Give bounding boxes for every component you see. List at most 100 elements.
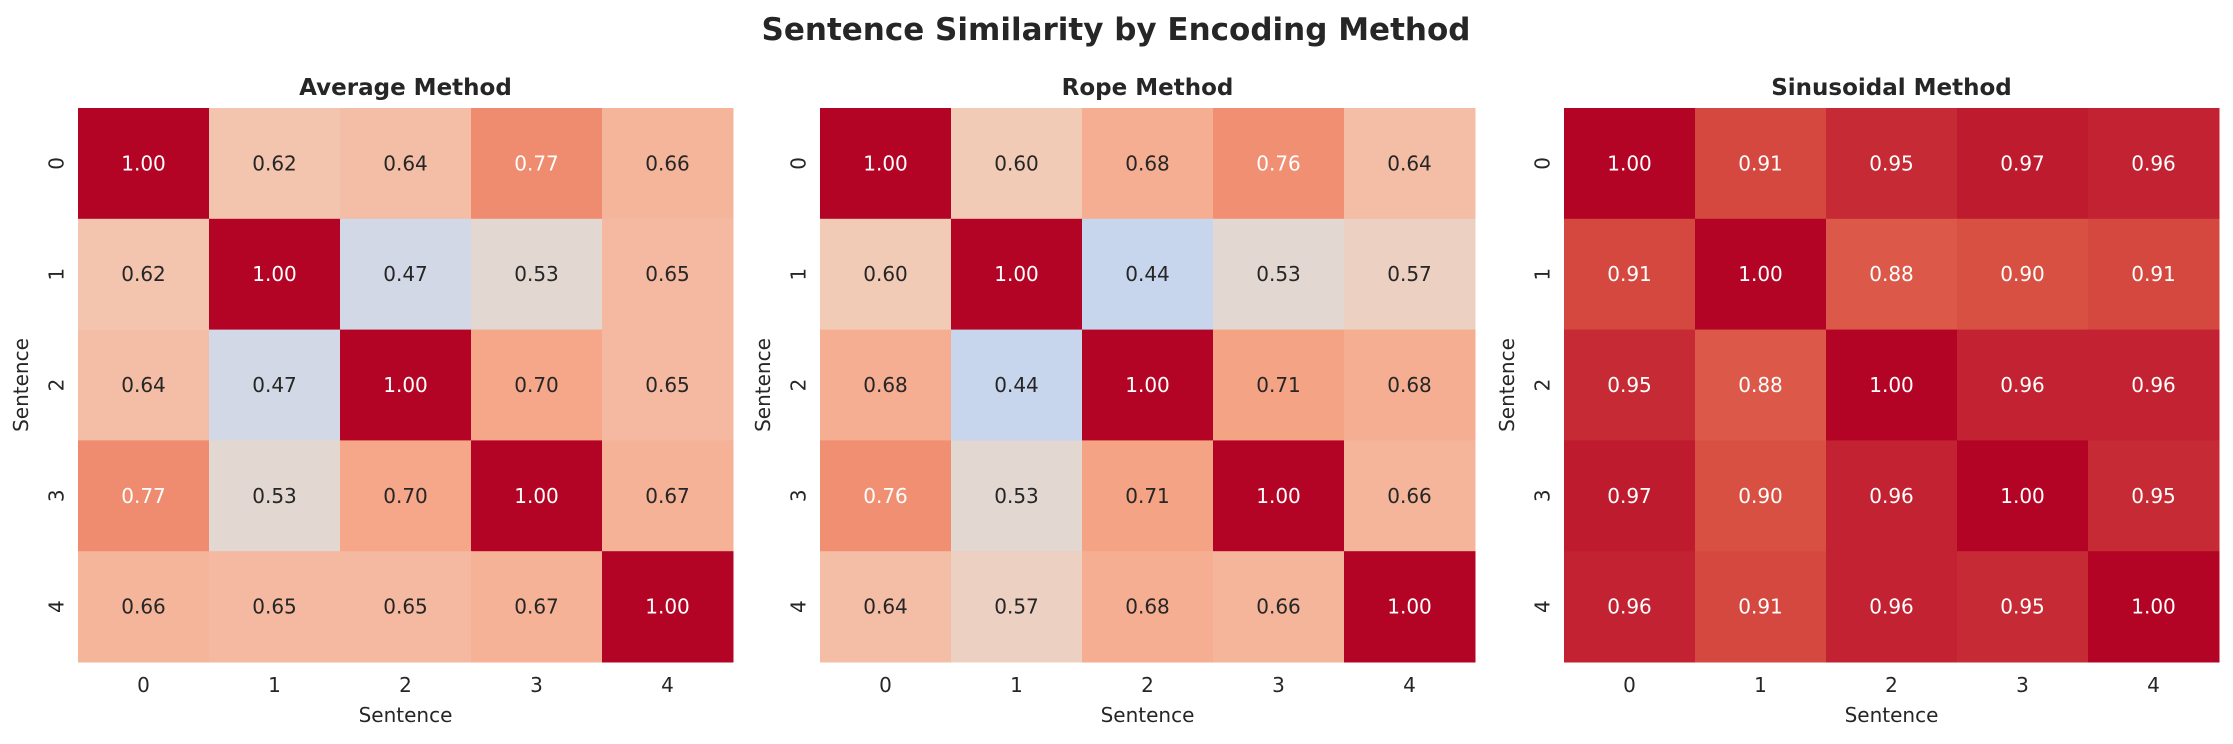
cell-annotation: 0.53 bbox=[1256, 262, 1301, 286]
heatmap-cell bbox=[820, 218, 952, 331]
cell-annotation: 0.66 bbox=[1256, 595, 1301, 619]
figure-title: Sentence Similarity by Encoding Method bbox=[762, 12, 1471, 48]
x-tick-label: 1 bbox=[268, 673, 281, 697]
heatmap-cell bbox=[78, 108, 210, 220]
heatmap-panel-1: Rope Method 1.00 0.60 0.68 0.76 0.64 0.60 1.00 0… bbox=[751, 75, 1476, 727]
cell-annotation: 0.97 bbox=[1607, 484, 1652, 508]
cell-annotation: 0.91 bbox=[1738, 595, 1783, 619]
cell-annotation: 0.66 bbox=[645, 151, 690, 175]
heatmap-cell bbox=[820, 551, 952, 663]
y-tick-label: 3 bbox=[45, 489, 69, 502]
x-tick-label: 0 bbox=[1623, 673, 1636, 697]
heatmap-cell bbox=[1082, 218, 1214, 331]
cell-annotation: 1.00 bbox=[994, 262, 1039, 286]
y-tick-label: 2 bbox=[1531, 379, 1555, 392]
cell-annotation: 1.00 bbox=[863, 151, 908, 175]
cell-annotation: 0.65 bbox=[645, 262, 690, 286]
heatmap-cell bbox=[340, 108, 472, 220]
cell-annotation: 0.53 bbox=[252, 484, 297, 508]
cell-annotation: 0.95 bbox=[2131, 484, 2176, 508]
heatmap-cell bbox=[1213, 440, 1345, 552]
subplot-title: Sinusoidal Method bbox=[1771, 75, 2012, 101]
heatmap-cell bbox=[1213, 218, 1345, 331]
cell-annotation: 1.00 bbox=[2131, 595, 2176, 619]
cell-annotation: 0.65 bbox=[645, 373, 690, 397]
cell-annotation: 1.00 bbox=[383, 373, 428, 397]
heatmap-cell bbox=[1826, 329, 1958, 441]
heatmap-cell bbox=[1826, 551, 1958, 663]
heatmap-cell bbox=[471, 108, 603, 220]
heatmap-panel-2: Sinusoidal Method 1.00 0.91 0.95 0.97 0.96 0.9… bbox=[1495, 75, 2220, 727]
heatmap-cell bbox=[209, 440, 341, 552]
y-axis-label: Sentence bbox=[9, 338, 33, 432]
heatmap-cell bbox=[209, 108, 341, 220]
x-tick-label: 4 bbox=[2147, 673, 2160, 697]
heatmap-cell bbox=[471, 440, 603, 552]
y-tick-label: 0 bbox=[1531, 157, 1555, 170]
heatmap-cell bbox=[602, 440, 734, 552]
heatmap-cell bbox=[820, 329, 952, 441]
heatmap-cell bbox=[1344, 108, 1476, 220]
heatmap-cell bbox=[1957, 440, 2089, 552]
subplot-title: Rope Method bbox=[1062, 75, 1234, 101]
heatmap-cell bbox=[1213, 551, 1345, 663]
heatmap-cell bbox=[1564, 440, 1696, 552]
cell-annotation: 0.47 bbox=[383, 262, 428, 286]
heatmap-cell bbox=[209, 329, 341, 441]
heatmap-cell bbox=[1826, 440, 1958, 552]
cell-annotation: 0.62 bbox=[121, 262, 166, 286]
cell-annotation: 0.96 bbox=[2000, 373, 2045, 397]
heatmap-cell bbox=[602, 329, 734, 441]
cell-annotation: 0.64 bbox=[383, 151, 428, 175]
y-tick-label: 2 bbox=[45, 379, 69, 392]
cell-annotation: 0.90 bbox=[1738, 484, 1783, 508]
x-tick-label: 0 bbox=[137, 673, 150, 697]
y-tick-label: 2 bbox=[787, 379, 811, 392]
cell-annotation: 0.70 bbox=[514, 373, 559, 397]
x-tick-label: 4 bbox=[1403, 673, 1416, 697]
cell-annotation: 0.71 bbox=[1256, 373, 1301, 397]
x-axis-label: Sentence bbox=[1845, 703, 1939, 727]
heatmap-cell bbox=[602, 551, 734, 663]
heatmap-cell bbox=[1957, 551, 2089, 663]
x-tick-label: 3 bbox=[1272, 673, 1285, 697]
y-tick-label: 3 bbox=[787, 489, 811, 502]
heatmap-cell bbox=[951, 108, 1083, 220]
cell-annotation: 0.96 bbox=[2131, 151, 2176, 175]
cell-annotation: 0.66 bbox=[121, 595, 166, 619]
heatmap-cell bbox=[1564, 329, 1696, 441]
cell-annotation: 0.67 bbox=[645, 484, 690, 508]
x-tick-label: 0 bbox=[879, 673, 892, 697]
y-axis-label: Sentence bbox=[751, 338, 775, 432]
heatmap-cell bbox=[1695, 108, 1827, 220]
heatmap-cell bbox=[1082, 108, 1214, 220]
heatmap-cell bbox=[1082, 551, 1214, 663]
cell-annotation: 0.95 bbox=[2000, 595, 2045, 619]
heatmap-cell bbox=[2088, 108, 2220, 220]
cell-annotation: 0.68 bbox=[1125, 151, 1170, 175]
cell-annotation: 1.00 bbox=[645, 595, 690, 619]
cell-annotation: 1.00 bbox=[1387, 595, 1432, 619]
heatmap-cell bbox=[1564, 108, 1696, 220]
cell-annotation: 1.00 bbox=[514, 484, 559, 508]
cell-annotation: 0.60 bbox=[994, 151, 1039, 175]
heatmap-cell bbox=[209, 551, 341, 663]
cell-annotation: 0.95 bbox=[1607, 373, 1652, 397]
cell-annotation: 0.88 bbox=[1869, 262, 1914, 286]
heatmap-cell bbox=[951, 218, 1083, 331]
heatmap-cell bbox=[1344, 329, 1476, 441]
cell-annotation: 0.64 bbox=[863, 595, 908, 619]
cell-annotation: 0.53 bbox=[514, 262, 559, 286]
heatmap-cell bbox=[1957, 108, 2089, 220]
cell-annotation: 0.68 bbox=[1125, 595, 1170, 619]
heatmap-cell bbox=[1344, 440, 1476, 552]
heatmap-cell bbox=[951, 440, 1083, 552]
cell-annotation: 0.76 bbox=[863, 484, 908, 508]
heatmap-cell bbox=[2088, 551, 2220, 663]
y-tick-label: 1 bbox=[45, 268, 69, 281]
cell-annotation: 0.68 bbox=[863, 373, 908, 397]
cell-annotation: 0.76 bbox=[1256, 151, 1301, 175]
y-tick-label: 4 bbox=[1531, 600, 1555, 613]
cell-annotation: 0.64 bbox=[121, 373, 166, 397]
heatmap-cell bbox=[340, 440, 472, 552]
